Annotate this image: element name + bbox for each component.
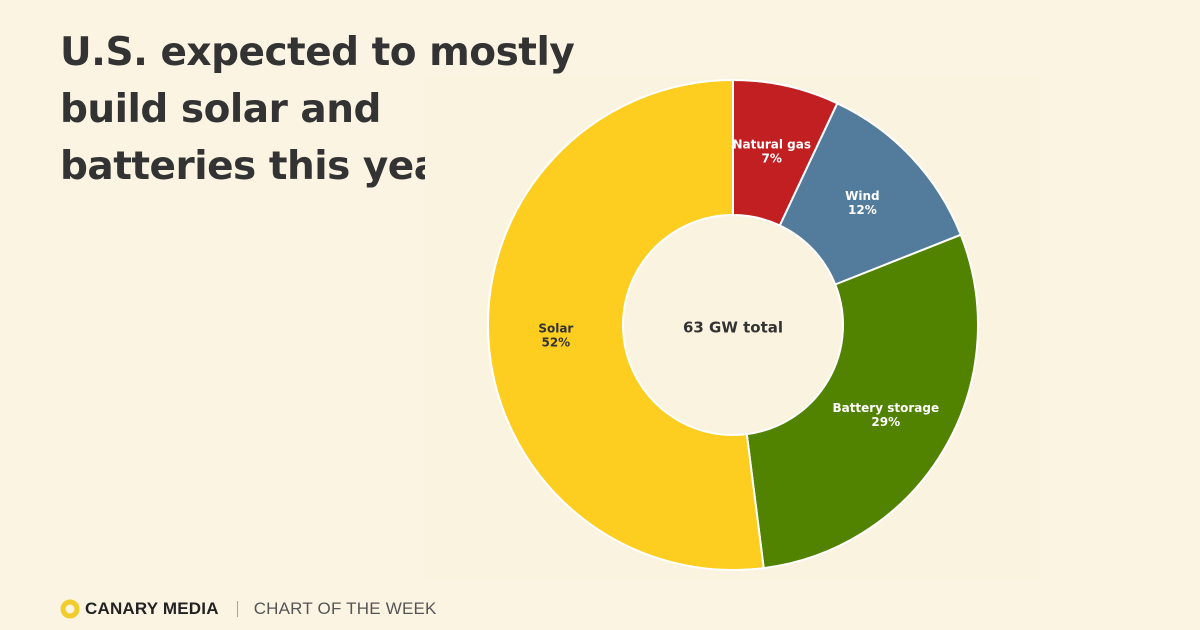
center-total-label: 63 GW total xyxy=(683,319,783,337)
slice-battery-storage xyxy=(745,233,979,570)
section-tag: CHART OF THE WEEK xyxy=(253,599,437,618)
brand-name: CANARY MEDIA xyxy=(85,599,219,618)
slice-label-natural-gas: Natural gas xyxy=(732,137,811,151)
slices-layer xyxy=(487,78,979,571)
footer-divider xyxy=(236,601,238,617)
slice-value-wind: 12% xyxy=(848,203,877,217)
slice-label-wind: Wind xyxy=(845,189,879,203)
slice-value-battery-storage: 29% xyxy=(871,415,900,429)
slice-label-solar: Solar xyxy=(538,322,573,336)
slice-label-battery-storage: Battery storage xyxy=(832,401,939,415)
footer: CANARY MEDIA CHART OF THE WEEK xyxy=(60,596,437,622)
slice-wind xyxy=(778,101,963,286)
slice-value-solar: 52% xyxy=(541,336,570,350)
slice-solar xyxy=(487,78,765,571)
headline: U.S. expected to mostly build solar and … xyxy=(60,30,575,189)
slice-value-natural-gas: 7% xyxy=(762,151,782,165)
chart-panel: Natural gas 7% Wind 12% Battery storage 29% So… xyxy=(425,77,1040,580)
canary-circle-icon xyxy=(60,599,80,619)
